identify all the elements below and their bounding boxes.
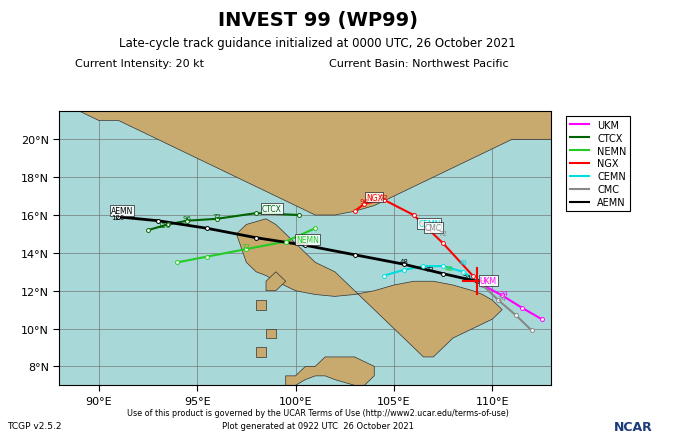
- Text: TCGP v2.5.2: TCGP v2.5.2: [7, 421, 61, 430]
- Polygon shape: [256, 300, 266, 310]
- Text: NCAR: NCAR: [614, 420, 653, 433]
- Text: Current Basin: Northwest Pacific: Current Basin: Northwest Pacific: [329, 59, 509, 69]
- Text: CTCX: CTCX: [262, 205, 282, 213]
- Text: 96: 96: [183, 215, 192, 221]
- Text: 72: 72: [425, 266, 434, 272]
- Text: 72: 72: [439, 230, 447, 237]
- Text: 72: 72: [380, 194, 389, 201]
- Polygon shape: [266, 272, 285, 291]
- Text: Plot generated at 0922 UTC  26 October 2021: Plot generated at 0922 UTC 26 October 20…: [222, 421, 413, 430]
- Legend: UKM, CTCX, NEMN, NGX, CEMN, CMC, AEMN: UKM, CTCX, NEMN, NGX, CEMN, CMC, AEMN: [566, 117, 630, 212]
- Text: 24: 24: [462, 275, 471, 281]
- Text: Late-cycle track guidance initialized at 0000 UTC, 26 October 2021: Late-cycle track guidance initialized at…: [119, 37, 516, 50]
- Polygon shape: [266, 329, 276, 338]
- Text: 120: 120: [157, 223, 170, 229]
- Text: 24: 24: [498, 296, 507, 302]
- Text: Current Intensity: 20 kt: Current Intensity: 20 kt: [75, 59, 204, 69]
- Text: 72: 72: [212, 213, 221, 219]
- Text: 72: 72: [242, 244, 251, 250]
- Text: Use of this product is governed by the UCAR Terms of Use (http://www2.ucar.edu/t: Use of this product is governed by the U…: [126, 408, 509, 417]
- Text: UKM: UKM: [480, 276, 497, 285]
- Text: 48: 48: [459, 260, 467, 266]
- Text: 96: 96: [360, 198, 369, 205]
- Polygon shape: [59, 112, 551, 215]
- Polygon shape: [256, 348, 266, 357]
- Polygon shape: [237, 219, 502, 357]
- Text: NEMN: NEMN: [296, 236, 319, 244]
- Text: 48: 48: [445, 265, 454, 272]
- Polygon shape: [285, 357, 374, 385]
- Text: 24: 24: [500, 290, 509, 296]
- Text: CMC: CMC: [425, 223, 442, 232]
- Text: 120: 120: [112, 215, 125, 220]
- Text: AEMN: AEMN: [111, 206, 133, 215]
- Text: INVEST 99 (WP99): INVEST 99 (WP99): [218, 11, 417, 30]
- Text: 48: 48: [399, 259, 408, 265]
- Text: NGX: NGX: [366, 193, 383, 202]
- Text: CEMN: CEMN: [418, 219, 440, 229]
